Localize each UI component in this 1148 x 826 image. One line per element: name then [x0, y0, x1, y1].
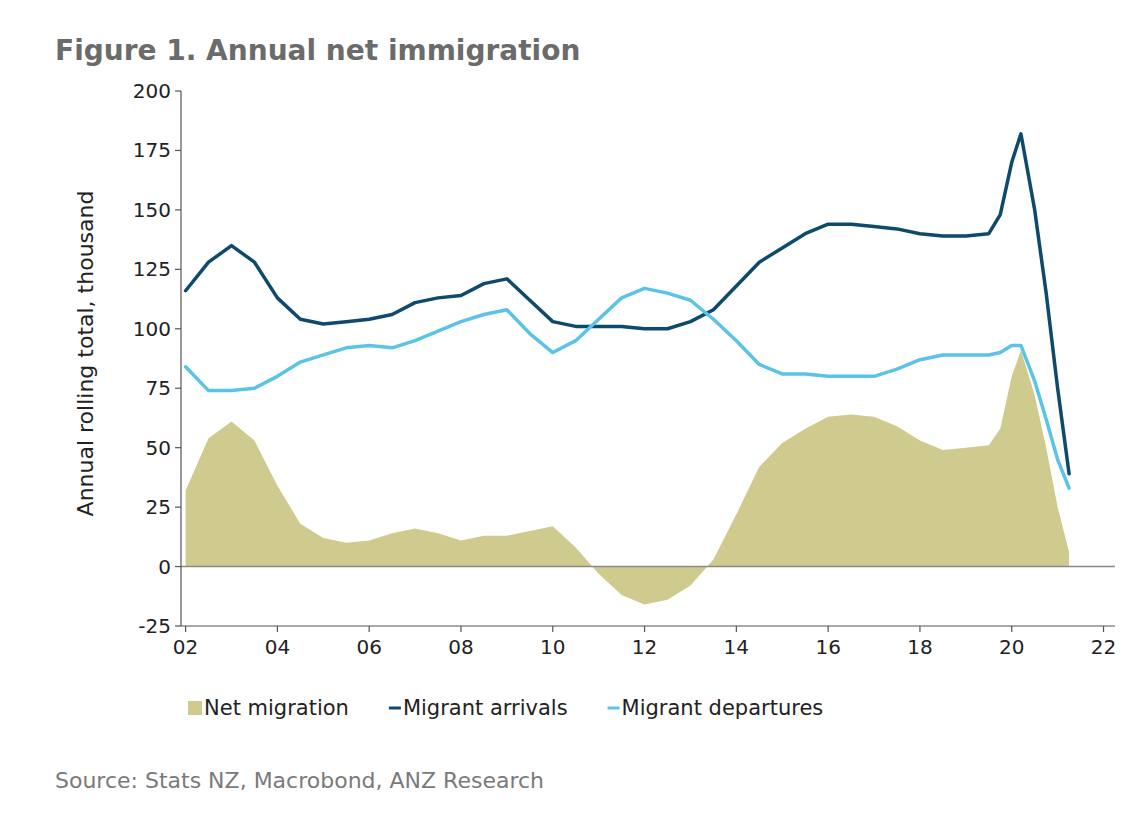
x-tick-label: 12	[632, 635, 657, 659]
y-tick-label: 25	[146, 495, 171, 519]
y-tick	[175, 328, 181, 329]
y-tick	[175, 447, 181, 448]
x-tick-label: 18	[907, 635, 932, 659]
y-tick	[175, 566, 181, 567]
source: Source: Stats NZ, Macrobond, ANZ Researc…	[55, 768, 544, 793]
y-tick	[175, 507, 181, 508]
y-tick	[175, 269, 181, 270]
x-tick-label: 04	[265, 635, 290, 659]
legend-swatch	[188, 701, 202, 715]
y-tick-label: -25	[138, 614, 171, 638]
x-tick	[277, 626, 278, 632]
x-tick	[828, 626, 829, 632]
y-tick	[175, 209, 181, 210]
legend-swatch	[389, 707, 401, 710]
x-tick	[369, 626, 370, 632]
x-tick-label: 14	[724, 635, 749, 659]
legend-label: Net migration	[204, 696, 349, 720]
y-tick	[175, 90, 181, 91]
legend-label: Migrant arrivals	[403, 696, 568, 720]
x-tick	[736, 626, 737, 632]
y-tick-label: 125	[133, 257, 171, 281]
legend-swatch	[608, 707, 620, 710]
x-axis	[181, 625, 1115, 626]
y-tick	[175, 388, 181, 389]
y-tick-label: 150	[133, 198, 171, 222]
x-tick-label: 20	[999, 635, 1024, 659]
line	[186, 288, 1070, 488]
y-tick-label: 50	[146, 436, 171, 460]
x-tick-label: 16	[815, 635, 840, 659]
y-axis	[180, 91, 181, 626]
x-tick	[919, 626, 920, 632]
y-tick	[175, 625, 181, 626]
chart: Figure 1. Annual net immigration -25 0 25 50…	[0, 0, 1148, 826]
x-tick	[552, 626, 553, 632]
x-tick-label: 06	[356, 635, 381, 659]
y-tick-label: 175	[133, 138, 171, 162]
x-tick	[644, 626, 645, 632]
x-tick-label: 08	[448, 635, 473, 659]
legend-label: Migrant departures	[622, 696, 824, 720]
x-tick	[1011, 626, 1012, 632]
x-tick-label: 02	[173, 635, 198, 659]
zero-line	[181, 566, 1115, 568]
x-tick-label: 22	[1091, 635, 1116, 659]
x-tick-label: 10	[540, 635, 565, 659]
y-tick-label: 200	[133, 79, 171, 103]
y-tick-label: 100	[133, 317, 171, 341]
y-tick	[175, 150, 181, 151]
y-tick-label: 75	[146, 376, 171, 400]
y-tick-label: 0	[158, 555, 171, 579]
line	[186, 134, 1070, 474]
x-tick	[1103, 626, 1104, 632]
x-tick	[460, 626, 461, 632]
title: Figure 1. Annual net immigration	[55, 34, 580, 67]
y-axis-label: Annual rolling total, thousand	[73, 191, 98, 517]
x-tick	[185, 626, 186, 632]
plot-area	[186, 134, 1070, 605]
